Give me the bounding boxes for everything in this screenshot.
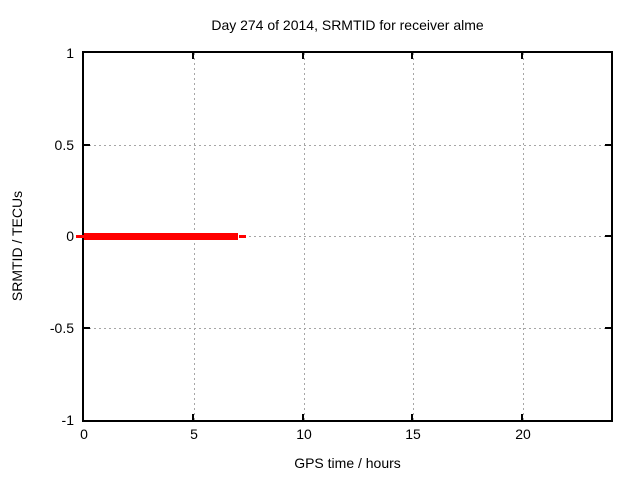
x-tick-label-15: 15: [405, 426, 421, 442]
y-tick-label-0.5: 0.5: [54, 137, 74, 153]
y-tick-label-0: 0: [66, 228, 74, 244]
x-tick-label-0: 0: [80, 426, 88, 442]
tick-top-10: [302, 53, 304, 59]
gridline-horizontal--0.5: [84, 328, 611, 329]
gridline-vertical-10: [304, 53, 305, 420]
x-tick-label-20: 20: [515, 426, 531, 442]
tick-right-0: [605, 235, 611, 237]
x-axis-label: GPS time / hours: [294, 455, 401, 471]
tick-bottom-10: [302, 414, 304, 420]
y-tick-label--1: -1: [61, 412, 74, 428]
tick-bottom-5: [192, 414, 194, 420]
tick-right--0.5: [605, 327, 611, 329]
tick-top-20: [521, 53, 523, 59]
series-srmtid-line: [84, 233, 238, 240]
y-tick-label--0.5: -0.5: [49, 320, 74, 336]
x-tick-label-10: 10: [296, 426, 312, 442]
y-axis-label-text: SRMTID / TECUs: [9, 190, 25, 302]
gridline-horizontal-0.5: [84, 145, 611, 146]
tick-top-5: [192, 53, 194, 59]
gridline-vertical-15: [413, 53, 414, 420]
gridline-horizontal-0: [84, 236, 611, 237]
series-srmtid-left-cap: [76, 235, 86, 238]
series-srmtid-right-cap: [239, 235, 246, 238]
gridline-vertical-20: [523, 53, 524, 420]
tick-bottom-15: [411, 414, 413, 420]
chart-title: Day 274 of 2014, SRMTID for receiver alm…: [211, 17, 484, 33]
x-tick-label-5: 5: [190, 426, 198, 442]
tick-right-0.5: [605, 144, 611, 146]
plot-area: [76, 51, 613, 422]
y-tick-label-1: 1: [66, 45, 74, 61]
tick-left--0.5: [84, 327, 90, 329]
tick-top-15: [411, 53, 413, 59]
tick-bottom-20: [521, 414, 523, 420]
tick-left-0.5: [84, 144, 90, 146]
